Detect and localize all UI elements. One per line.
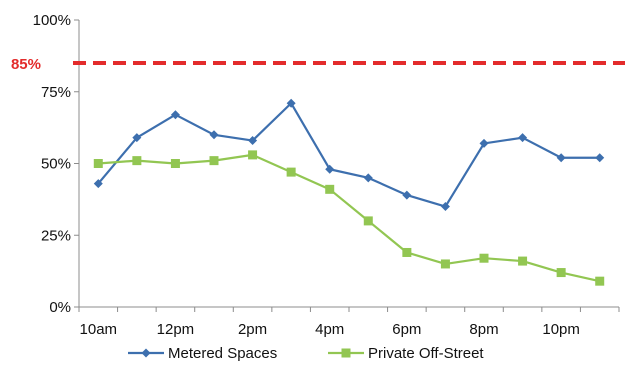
legend-swatch-marker — [341, 348, 351, 358]
data-point — [93, 179, 103, 189]
data-point — [325, 164, 335, 174]
data-point — [363, 173, 373, 183]
series-private-off-street — [93, 150, 605, 286]
reference-line-label: 85% — [11, 56, 41, 73]
legend-item: Metered Spaces — [128, 345, 277, 362]
data-point — [556, 153, 566, 163]
series-line — [98, 153, 600, 283]
data-point — [170, 110, 180, 120]
data-point — [286, 98, 296, 108]
data-point — [402, 190, 412, 200]
x-tick-label: 10am — [80, 321, 118, 338]
x-axis-ticks: 10am 12pm 2pm 4pm 6pm 8pm 10pm — [78, 307, 620, 338]
x-tick-label: 6pm — [392, 321, 421, 338]
data-point — [248, 136, 258, 146]
series-group — [93, 98, 605, 286]
y-tick-label: 0% — [49, 299, 71, 316]
series-metered-spaces — [93, 98, 605, 212]
x-tick-label: 8pm — [469, 321, 498, 338]
data-point — [556, 268, 566, 278]
data-point — [595, 276, 605, 286]
data-point — [248, 150, 258, 160]
data-point — [325, 184, 335, 194]
data-point — [402, 247, 412, 257]
data-point — [286, 167, 296, 177]
x-tick-label: 10pm — [542, 321, 580, 338]
y-axis-ticks: 0% 25% 50% 75% 100% — [33, 12, 79, 316]
x-tick-label: 12pm — [157, 321, 195, 338]
data-point — [518, 256, 528, 266]
y-tick-label: 50% — [41, 156, 71, 173]
legend-item: Private Off-Street — [328, 345, 484, 362]
legend: Metered Spaces Private Off-Street — [128, 345, 484, 362]
data-point — [518, 133, 528, 143]
legend-label: Metered Spaces — [168, 345, 277, 362]
data-point — [595, 153, 605, 163]
legend-label: Private Off-Street — [368, 345, 484, 362]
data-point — [170, 159, 180, 168]
data-point — [440, 202, 450, 212]
reference-line-group: 85% — [11, 56, 625, 73]
data-point — [479, 138, 489, 148]
y-tick-label: 25% — [41, 227, 71, 244]
data-point — [209, 130, 219, 140]
series-line — [97, 102, 600, 208]
y-tick-label: 100% — [33, 12, 71, 29]
x-tick-label: 4pm — [315, 321, 344, 338]
data-point — [93, 159, 103, 168]
y-tick-label: 75% — [41, 84, 71, 101]
legend-swatch-marker — [141, 348, 151, 358]
data-point — [440, 259, 450, 269]
data-point — [132, 133, 142, 143]
data-point — [209, 156, 219, 166]
x-tick-label: 2pm — [238, 321, 267, 338]
data-point — [479, 253, 489, 263]
data-point — [132, 156, 142, 166]
data-point — [363, 216, 373, 226]
